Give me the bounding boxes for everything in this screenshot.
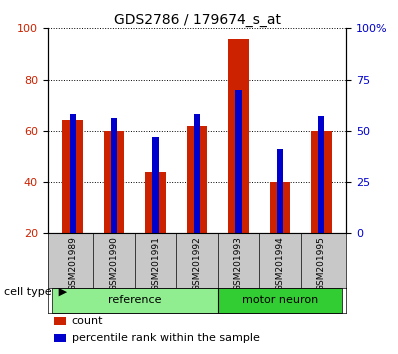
Bar (62, 120, 83, 233)
Bar (187, 126, 207, 233)
Text: GSM201994: GSM201994 (275, 236, 285, 291)
Text: percentile rank within the sample: percentile rank within the sample (72, 333, 259, 343)
Bar (228, 39, 249, 233)
Text: GSM201989: GSM201989 (68, 236, 77, 291)
Text: reference: reference (108, 295, 162, 305)
Text: count: count (72, 316, 103, 326)
Text: GSM201993: GSM201993 (234, 236, 243, 291)
Bar (318, 116, 324, 233)
Bar (104, 131, 125, 233)
Bar (311, 131, 332, 233)
Bar (218, 288, 342, 313)
Text: GSM201995: GSM201995 (317, 236, 326, 291)
Bar (54, 317, 66, 325)
Bar (235, 90, 242, 233)
Bar (70, 114, 76, 233)
Bar (111, 119, 117, 233)
Text: GSM201992: GSM201992 (193, 236, 201, 291)
Title: GDS2786 / 179674_s_at: GDS2786 / 179674_s_at (113, 13, 281, 27)
Bar (277, 149, 283, 233)
Bar (269, 182, 290, 233)
Bar (145, 172, 166, 233)
Bar (52, 288, 218, 313)
Bar (152, 137, 159, 233)
Text: GSM201991: GSM201991 (151, 236, 160, 291)
Bar (54, 334, 66, 342)
Bar (194, 114, 200, 233)
Text: cell type  ▶: cell type ▶ (4, 287, 67, 297)
Text: motor neuron: motor neuron (242, 295, 318, 305)
Text: GSM201990: GSM201990 (109, 236, 119, 291)
